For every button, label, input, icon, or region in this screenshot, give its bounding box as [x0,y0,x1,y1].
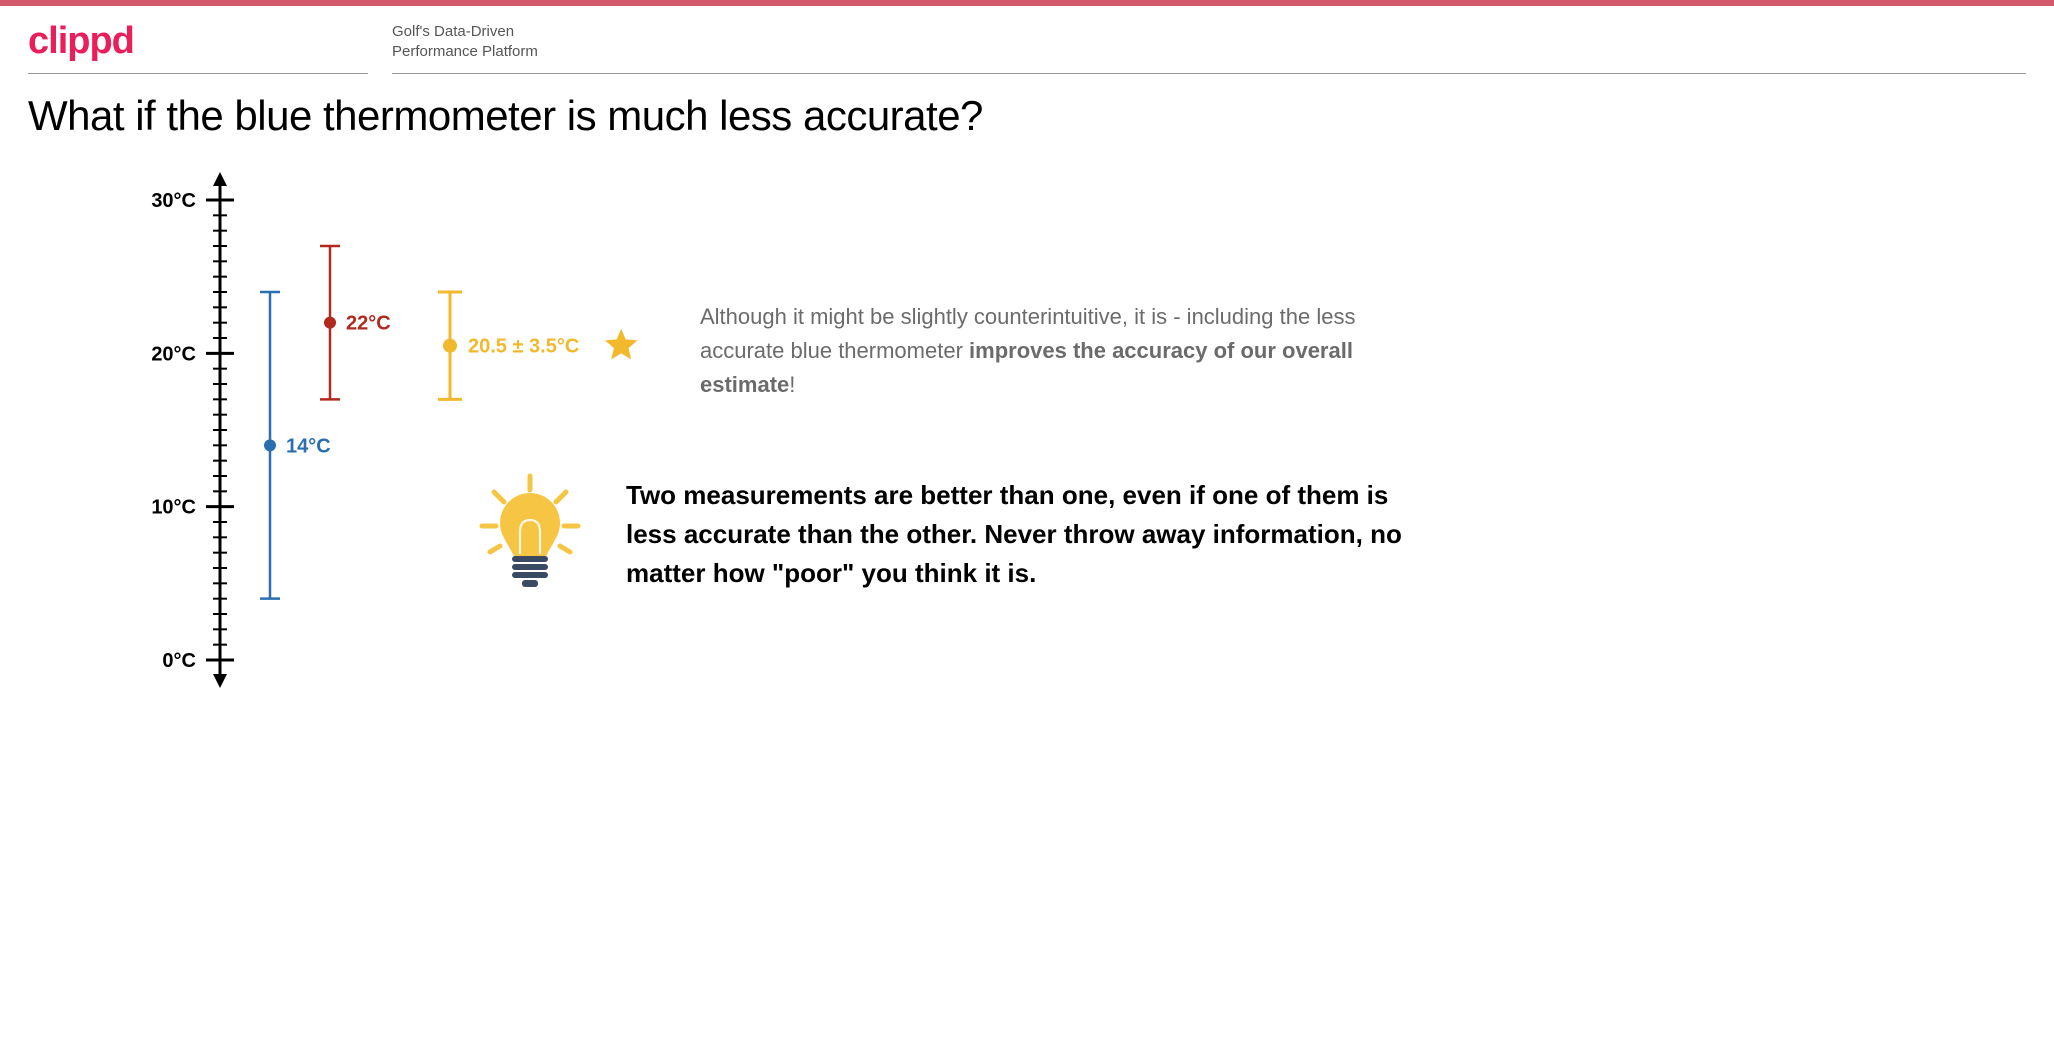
svg-text:14°C: 14°C [286,435,331,457]
text-column: Although it might be slightly counterint… [700,170,2026,750]
takeaway-text: Two measurements are better than one, ev… [626,476,1446,593]
explanation-text: Although it might be slightly counterint… [700,300,1420,402]
explain-post: ! [789,372,795,397]
svg-text:20°C: 20°C [151,343,196,365]
svg-text:20.5 ± 3.5°C: 20.5 ± 3.5°C [468,336,579,358]
page-title: What if the blue thermometer is much les… [0,74,2054,150]
svg-text:30°C: 30°C [151,190,196,212]
svg-text:22°C: 22°C [346,313,391,335]
takeaway-row: Two measurements are better than one, ev… [470,462,2026,607]
svg-text:10°C: 10°C [151,497,196,519]
brand-tagline: Golf's Data-Driven Performance Platform [392,22,2026,63]
content-row: 0°C 10°C 20°C 30°C 14°C 22°C 20.5 ± 3.5°C Alth… [0,150,2054,770]
thermometer-chart: 0°C 10°C 20°C 30°C 14°C 22°C 20.5 ± 3.5°C [100,170,660,750]
svg-text:0°C: 0°C [162,650,196,672]
chart-column: 0°C 10°C 20°C 30°C 14°C 22°C 20.5 ± 3.5°C [100,170,660,750]
tagline-container: Golf's Data-Driven Performance Platform [392,20,2026,74]
brand-logo: clippd [28,20,368,63]
header: clippd Golf's Data-Driven Performance Pl… [0,6,2054,74]
logo-container: clippd [28,20,368,74]
